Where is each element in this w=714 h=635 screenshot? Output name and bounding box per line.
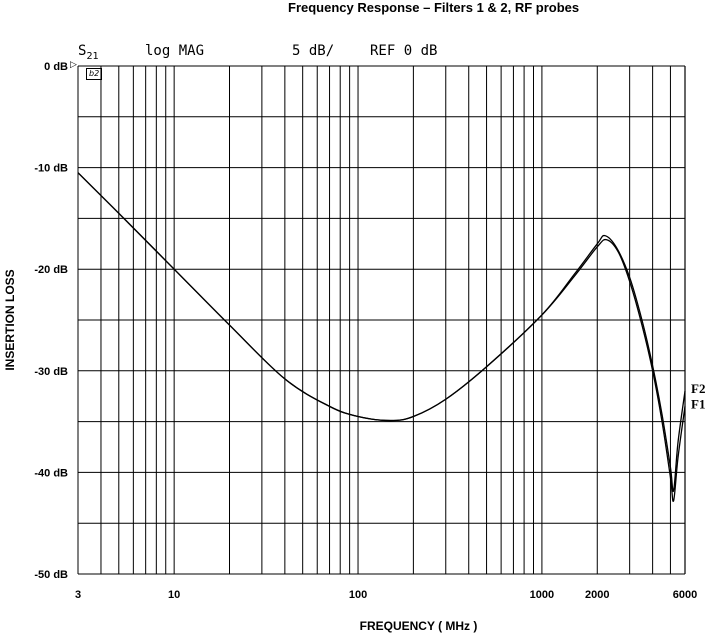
y-axis-label: INSERTION LOSS — [3, 269, 17, 370]
chart-title: Frequency Response – Filters 1 & 2, RF p… — [288, 0, 580, 15]
y-tick-label: -40 dB — [34, 467, 68, 479]
reference-marker-icon: ▷ — [70, 60, 77, 70]
series-line-f1 — [77, 172, 686, 503]
format-label: log MAG — [145, 43, 205, 59]
y-tick-label: -30 dB — [34, 366, 68, 378]
series-label-f1: F1 — [691, 396, 705, 411]
scale-label: 5 dB/ — [292, 43, 335, 59]
marker-badge: b2 — [86, 68, 103, 80]
y-tick-label: 0 dB — [44, 61, 68, 73]
x-tick-label: 1000 — [530, 589, 554, 601]
y-tick-label: -50 dB — [34, 569, 68, 581]
x-tick-label: 100 — [349, 589, 367, 601]
x-tick-label: 6000 — [673, 589, 697, 601]
y-tick-label: -20 dB — [34, 264, 68, 276]
x-tick-label: 3 — [75, 589, 81, 601]
series-label-f2: F2 — [691, 381, 705, 396]
x-tick-label: 10 — [168, 589, 180, 601]
series-line-f2 — [77, 172, 686, 493]
s-parameter-label: S21 — [78, 43, 99, 62]
x-tick-label: 2000 — [585, 589, 609, 601]
y-tick-label: -10 dB — [34, 163, 68, 175]
reference-label: REF 0 dB — [370, 43, 438, 59]
x-axis-label: FREQUENCY ( MHz ) — [360, 619, 478, 633]
